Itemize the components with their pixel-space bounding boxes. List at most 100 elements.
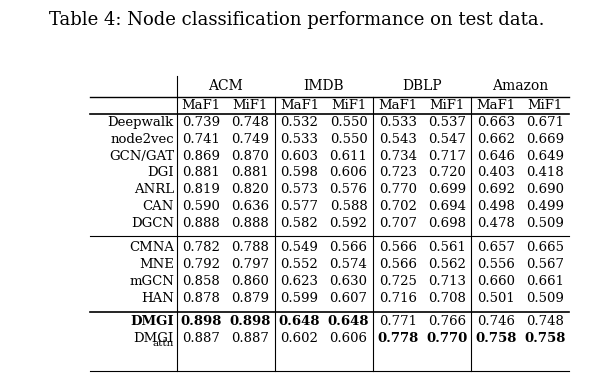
Text: 0.574: 0.574 (330, 258, 368, 271)
Text: 0.566: 0.566 (379, 241, 417, 254)
Text: 0.657: 0.657 (477, 241, 515, 254)
Text: 0.881: 0.881 (183, 166, 220, 179)
Text: 0.887: 0.887 (231, 332, 269, 345)
Text: 0.720: 0.720 (428, 166, 466, 179)
Text: 0.699: 0.699 (428, 183, 466, 196)
Text: 0.509: 0.509 (526, 217, 564, 230)
Text: MiF1: MiF1 (429, 99, 464, 112)
Text: 0.782: 0.782 (182, 241, 220, 254)
Text: 0.770: 0.770 (379, 183, 417, 196)
Text: 0.567: 0.567 (526, 258, 564, 271)
Text: 0.898: 0.898 (181, 315, 222, 329)
Text: Deepwalk: Deepwalk (108, 116, 174, 128)
Text: 0.556: 0.556 (477, 258, 515, 271)
Text: 0.708: 0.708 (428, 292, 466, 305)
Text: 0.671: 0.671 (526, 116, 564, 128)
Text: DMGI: DMGI (130, 315, 174, 329)
Text: 0.748: 0.748 (526, 315, 564, 329)
Text: 0.766: 0.766 (428, 315, 466, 329)
Text: 0.860: 0.860 (231, 275, 269, 288)
Text: 0.562: 0.562 (428, 258, 466, 271)
Text: 0.623: 0.623 (280, 275, 318, 288)
Text: 0.533: 0.533 (280, 133, 318, 146)
Text: DGCN: DGCN (131, 217, 174, 230)
Text: GCN/GAT: GCN/GAT (109, 150, 174, 163)
Text: 0.577: 0.577 (280, 200, 318, 213)
Text: 0.749: 0.749 (231, 133, 269, 146)
Text: 0.576: 0.576 (330, 183, 368, 196)
Text: 0.590: 0.590 (182, 200, 220, 213)
Text: 0.734: 0.734 (379, 150, 417, 163)
Text: 0.418: 0.418 (526, 166, 564, 179)
Text: 0.532: 0.532 (280, 116, 318, 128)
Text: 0.819: 0.819 (182, 183, 220, 196)
Text: 0.669: 0.669 (526, 133, 564, 146)
Text: MNE: MNE (139, 258, 174, 271)
Text: 0.869: 0.869 (182, 150, 220, 163)
Text: 0.713: 0.713 (428, 275, 466, 288)
Text: 0.665: 0.665 (526, 241, 564, 254)
Text: 0.758: 0.758 (524, 332, 566, 345)
Text: CAN: CAN (142, 200, 174, 213)
Text: 0.566: 0.566 (330, 241, 368, 254)
Text: 0.717: 0.717 (428, 150, 466, 163)
Text: 0.881: 0.881 (231, 166, 269, 179)
Text: 0.533: 0.533 (379, 116, 417, 128)
Text: 0.858: 0.858 (183, 275, 220, 288)
Text: 0.778: 0.778 (377, 332, 418, 345)
Text: 0.648: 0.648 (279, 315, 320, 329)
Text: CMNA: CMNA (129, 241, 174, 254)
Text: DBLP: DBLP (403, 79, 442, 93)
Text: 0.646: 0.646 (477, 150, 515, 163)
Text: 0.630: 0.630 (330, 275, 368, 288)
Text: 0.648: 0.648 (328, 315, 369, 329)
Text: 0.501: 0.501 (477, 292, 515, 305)
Text: MiF1: MiF1 (331, 99, 366, 112)
Text: 0.588: 0.588 (330, 200, 368, 213)
Text: 0.552: 0.552 (280, 258, 318, 271)
Text: 0.478: 0.478 (477, 217, 515, 230)
Text: DGI: DGI (147, 166, 174, 179)
Text: 0.716: 0.716 (379, 292, 417, 305)
Text: 0.550: 0.550 (330, 133, 368, 146)
Text: 0.661: 0.661 (526, 275, 564, 288)
Text: 0.723: 0.723 (379, 166, 417, 179)
Text: 0.739: 0.739 (182, 116, 221, 128)
Text: 0.663: 0.663 (477, 116, 515, 128)
Text: 0.636: 0.636 (231, 200, 269, 213)
Text: 0.592: 0.592 (330, 217, 368, 230)
Text: 0.660: 0.660 (477, 275, 515, 288)
Text: 0.746: 0.746 (477, 315, 515, 329)
Text: 0.888: 0.888 (231, 217, 269, 230)
Text: MaF1: MaF1 (378, 99, 417, 112)
Text: 0.499: 0.499 (526, 200, 564, 213)
Text: 0.607: 0.607 (330, 292, 368, 305)
Text: 0.888: 0.888 (183, 217, 220, 230)
Text: 0.698: 0.698 (428, 217, 466, 230)
Text: 0.702: 0.702 (379, 200, 416, 213)
Text: 0.690: 0.690 (526, 183, 564, 196)
Text: 0.694: 0.694 (428, 200, 466, 213)
Text: 0.550: 0.550 (330, 116, 368, 128)
Text: 0.692: 0.692 (477, 183, 515, 196)
Text: 0.599: 0.599 (280, 292, 318, 305)
Text: 0.598: 0.598 (280, 166, 318, 179)
Text: MiF1: MiF1 (232, 99, 268, 112)
Text: 0.498: 0.498 (477, 200, 515, 213)
Text: MaF1: MaF1 (280, 99, 319, 112)
Text: 0.662: 0.662 (477, 133, 515, 146)
Text: 0.707: 0.707 (379, 217, 417, 230)
Text: 0.887: 0.887 (182, 332, 220, 345)
Text: Amazon: Amazon (492, 79, 549, 93)
Text: Table 4: Node classification performance on test data.: Table 4: Node classification performance… (49, 11, 544, 29)
Text: 0.725: 0.725 (379, 275, 416, 288)
Text: 0.792: 0.792 (182, 258, 220, 271)
Text: MiF1: MiF1 (527, 99, 563, 112)
Text: 0.573: 0.573 (280, 183, 318, 196)
Text: 0.770: 0.770 (426, 332, 467, 345)
Text: IMDB: IMDB (304, 79, 345, 93)
Text: 0.549: 0.549 (280, 241, 318, 254)
Text: 0.748: 0.748 (231, 116, 269, 128)
Text: 0.649: 0.649 (526, 150, 564, 163)
Text: 0.606: 0.606 (330, 332, 368, 345)
